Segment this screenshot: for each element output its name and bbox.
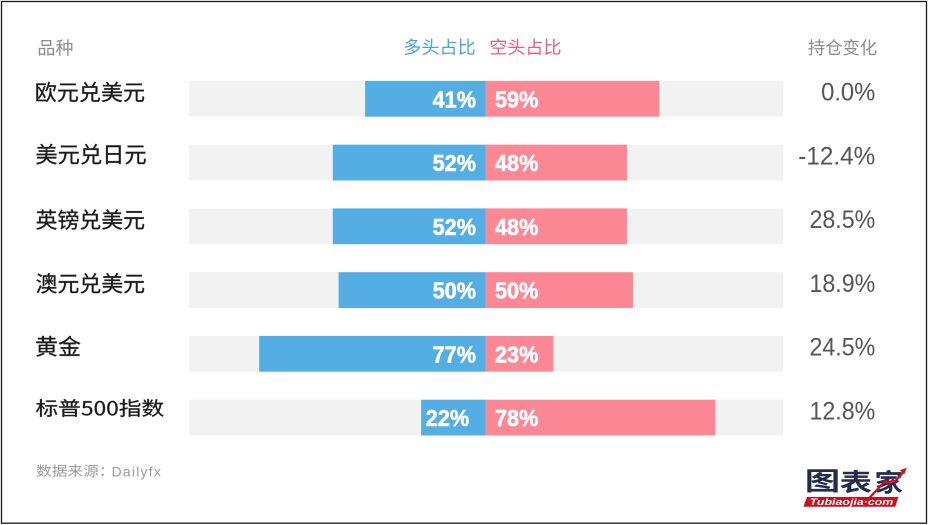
svg-text:22%: 22% bbox=[426, 405, 470, 431]
svg-text:28.5%: 28.5% bbox=[810, 206, 876, 234]
svg-text:-12.4%: -12.4% bbox=[798, 143, 875, 171]
svg-text:Dailyfx: Dailyfx bbox=[112, 464, 163, 479]
svg-text:78%: 78% bbox=[495, 405, 539, 431]
svg-text:50%: 50% bbox=[495, 278, 539, 304]
svg-text:23%: 23% bbox=[495, 341, 539, 367]
svg-text:52%: 52% bbox=[433, 214, 477, 240]
svg-text:48%: 48% bbox=[495, 150, 539, 176]
svg-text:24.5%: 24.5% bbox=[810, 334, 876, 362]
svg-text:12.8%: 12.8% bbox=[810, 398, 876, 426]
svg-text:77%: 77% bbox=[433, 341, 477, 367]
svg-text:0.0%: 0.0% bbox=[821, 79, 875, 107]
svg-text:48%: 48% bbox=[495, 214, 539, 240]
svg-text:59%: 59% bbox=[495, 86, 539, 112]
svg-text:Tubiaojia·com: Tubiaojia·com bbox=[810, 497, 894, 508]
svg-text:50%: 50% bbox=[433, 278, 477, 304]
svg-text:41%: 41% bbox=[433, 86, 477, 112]
svg-text:52%: 52% bbox=[433, 150, 477, 176]
svg-text:18.9%: 18.9% bbox=[810, 270, 876, 298]
